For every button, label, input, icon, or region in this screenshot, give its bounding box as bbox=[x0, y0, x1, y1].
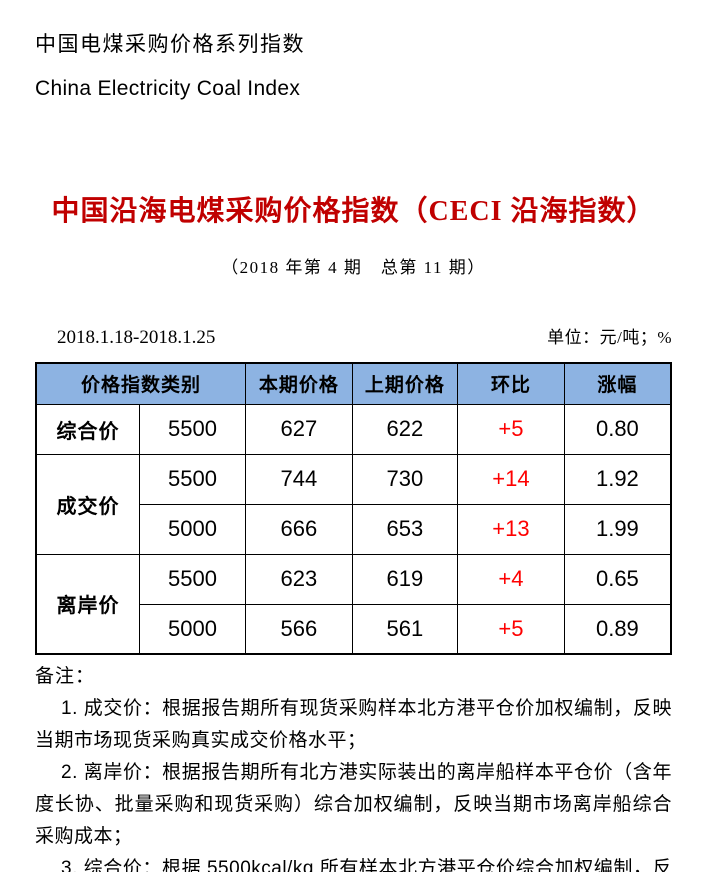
previous-price-cell: 561 bbox=[351, 603, 459, 655]
change-cell: +14 bbox=[457, 453, 565, 505]
current-price-cell: 623 bbox=[245, 553, 353, 605]
series-title-en: China Electricity Coal Index bbox=[35, 77, 301, 100]
table-row: 成交价 5500 744 730 +14 1.92 bbox=[35, 453, 672, 555]
report-issue-line: （2018 年第 4 期 总第 11 期） bbox=[221, 258, 486, 277]
note-item-3: 3. 综合价：根据 5500kcal/kg 所有样本北方港平仓价综合加权编制，反… bbox=[61, 858, 672, 872]
change-pct-cell: 0.80 bbox=[563, 403, 672, 455]
col-header-current-price: 本期价格 bbox=[245, 362, 353, 405]
previous-price-cell: 730 bbox=[351, 453, 459, 505]
previous-price-cell: 619 bbox=[351, 553, 459, 605]
report-title: 中国沿海电煤采购价格指数（CECI 沿海指数） bbox=[51, 196, 656, 227]
series-title-zh: 中国电煤采购价格系列指数 bbox=[35, 33, 305, 56]
kcal-cell: 5000 bbox=[138, 503, 247, 555]
col-header-previous-price: 上期价格 bbox=[351, 362, 459, 405]
kcal-cell: 5500 bbox=[138, 403, 247, 455]
kcal-cell: 5000 bbox=[138, 603, 247, 655]
table-row: 综合价 5500 627 622 +5 0.80 bbox=[35, 403, 672, 455]
change-pct-cell: 1.92 bbox=[563, 453, 672, 505]
unit-label: 单位：元/吨；% bbox=[547, 328, 672, 347]
change-cell: +5 bbox=[457, 603, 565, 655]
note-item-2: 2. 离岸价：根据报告期所有北方港实际装出的离岸船样本平仓价（含年度长协、批量采… bbox=[35, 762, 672, 847]
change-cell: +5 bbox=[457, 403, 565, 455]
current-price-cell: 744 bbox=[245, 453, 353, 505]
col-header-category: 价格指数类别 bbox=[35, 362, 247, 405]
report-period: 2018.1.18-2018.1.25 bbox=[57, 327, 216, 348]
table-row: 5000 566 561 +5 0.89 bbox=[36, 603, 672, 655]
current-price-cell: 566 bbox=[245, 603, 353, 655]
col-header-change: 环比 bbox=[457, 362, 565, 405]
change-cell: +4 bbox=[457, 553, 565, 605]
previous-price-cell: 622 bbox=[351, 403, 459, 455]
kcal-cell: 5500 bbox=[138, 453, 247, 505]
category-cell: 离岸价 bbox=[35, 553, 140, 655]
change-pct-cell: 0.65 bbox=[563, 553, 672, 605]
table-row: 离岸价 5500 623 619 +4 0.65 bbox=[35, 553, 672, 655]
change-pct-cell: 0.89 bbox=[563, 603, 672, 655]
col-header-change-pct: 涨幅 bbox=[563, 362, 672, 405]
change-pct-cell: 1.99 bbox=[563, 503, 672, 555]
table-header-row: 价格指数类别 本期价格 上期价格 环比 涨幅 bbox=[35, 362, 672, 405]
current-price-cell: 666 bbox=[245, 503, 353, 555]
current-price-cell: 627 bbox=[245, 403, 353, 455]
info-row: 2018.1.18-2018.1.25 单位：元/吨；% bbox=[35, 323, 672, 349]
notes-section: 备注： 1. 成交价：根据报告期所有现货采购样本北方港平仓价加权编制，反映当期市… bbox=[35, 661, 672, 872]
price-index-table: 价格指数类别 本期价格 上期价格 环比 涨幅 综合价 5500 627 622 … bbox=[35, 362, 672, 655]
category-cell: 综合价 bbox=[35, 403, 140, 455]
previous-price-cell: 653 bbox=[351, 503, 459, 555]
kcal-cell: 5500 bbox=[138, 553, 247, 605]
note-item-1: 1. 成交价：根据报告期所有现货采购样本北方港平仓价加权编制，反映当期市场现货采… bbox=[35, 698, 672, 751]
category-cell: 成交价 bbox=[35, 453, 140, 555]
notes-label: 备注： bbox=[35, 666, 96, 687]
change-cell: +13 bbox=[457, 503, 565, 555]
